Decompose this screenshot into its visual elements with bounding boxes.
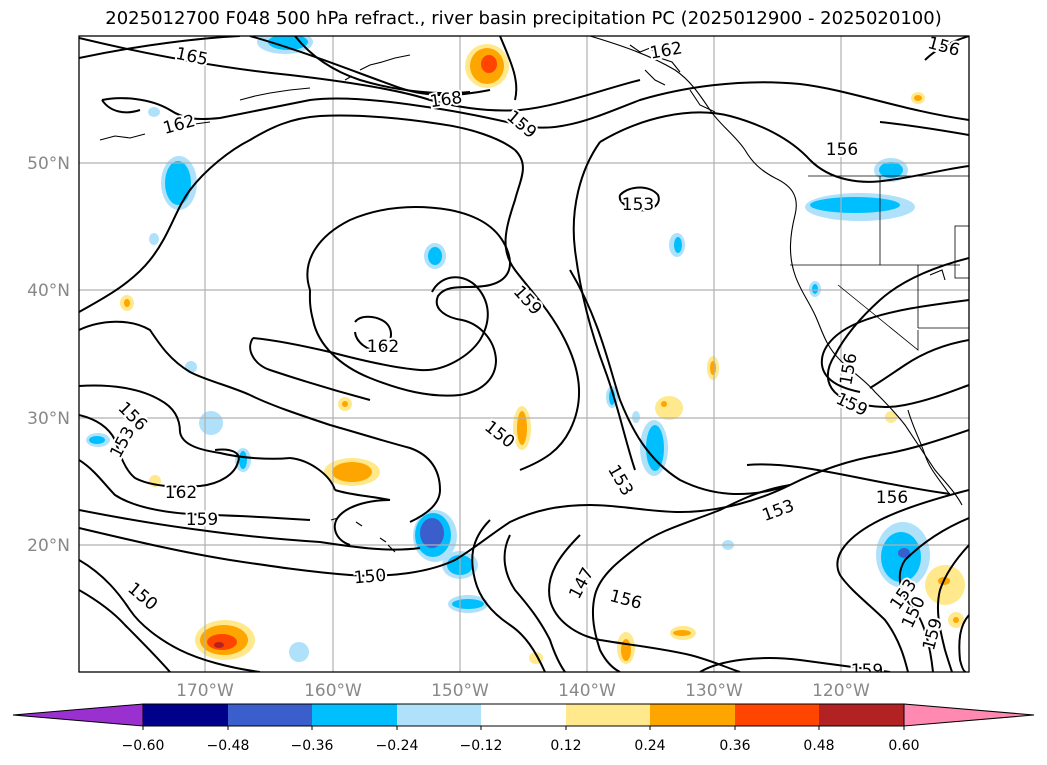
- positive-anomaly-patch: [207, 634, 237, 650]
- colorbar-tick-label: −0.60: [122, 738, 165, 754]
- colorbar-tick-label: 0.60: [888, 738, 919, 754]
- colorbar-extend-max: [903, 703, 1035, 727]
- positive-anomaly-patch: [481, 55, 497, 73]
- negative-anomaly-patch: [199, 411, 223, 435]
- colorbar-tick-label: −0.48: [207, 738, 250, 754]
- lat-label: 50°N: [27, 154, 70, 174]
- negative-anomaly-patch: [810, 197, 900, 213]
- negative-anomaly-patch: [289, 642, 309, 662]
- positive-anomaly-patch: [661, 401, 667, 407]
- negative-anomaly-patch: [646, 425, 664, 471]
- lon-label: 150°W: [431, 681, 489, 701]
- positive-anomaly-patch: [621, 639, 631, 661]
- colorbar-segment: [143, 704, 228, 726]
- negative-anomaly-patch: [149, 233, 159, 245]
- latitude-labels: 50°N 40°N 30°N 20°N: [27, 154, 70, 556]
- map-border: [78, 35, 970, 673]
- positive-anomaly-patch: [885, 411, 897, 423]
- negative-anomaly-patch: [185, 361, 197, 373]
- coastline-layer: [99, 36, 963, 553]
- negative-anomaly-patch: [148, 107, 160, 117]
- shaded-anomaly-layer: [86, 36, 965, 664]
- negative-anomaly-patch: [89, 436, 105, 444]
- colorbar-segment: [735, 704, 819, 726]
- contour-label: 156: [876, 488, 908, 508]
- positive-anomaly-patch: [953, 617, 959, 623]
- colorbar-segment: [397, 704, 481, 726]
- colorbar-tick-label: 0.12: [550, 738, 581, 754]
- positive-anomaly-patch: [124, 299, 130, 307]
- contour-label: 159: [186, 510, 218, 530]
- positive-anomaly-patch: [710, 361, 716, 375]
- colorbar-tick-label: 0.48: [803, 738, 834, 754]
- longitude-labels: 170°W 160°W 150°W 140°W 130°W 120°W: [176, 681, 870, 701]
- negative-anomaly-patch: [898, 548, 910, 558]
- lon-label: 120°W: [812, 681, 870, 701]
- negative-anomaly-patch: [812, 284, 818, 294]
- positive-anomaly-patch: [655, 396, 683, 420]
- negative-anomaly-patch: [879, 162, 903, 178]
- colorbar-tick-label: 0.36: [719, 738, 750, 754]
- negative-anomaly-patch: [428, 247, 442, 265]
- contour-label: 159: [851, 661, 883, 681]
- colorbar-segment: [228, 704, 312, 726]
- positive-anomaly-patch: [914, 95, 922, 101]
- colorbar-tick-label: −0.24: [376, 738, 419, 754]
- lon-label: 130°W: [685, 681, 743, 701]
- negative-anomaly-patch: [674, 237, 682, 253]
- colorbar-segment: [819, 704, 904, 726]
- colorbar-segment: [312, 704, 397, 726]
- colorbar-extend-min: [12, 703, 144, 727]
- lon-label: 140°W: [558, 681, 616, 701]
- positive-anomaly-patch: [214, 642, 224, 648]
- graticule: [79, 36, 969, 672]
- colorbar-segment: [650, 704, 735, 726]
- lat-label: 40°N: [27, 281, 70, 301]
- colorbar-segment: [566, 704, 650, 726]
- positive-anomaly-patch: [342, 401, 348, 407]
- negative-anomaly-patch: [420, 518, 444, 548]
- map-panel: [79, 36, 969, 672]
- positive-anomaly-patch: [673, 630, 691, 636]
- contour-label: 162: [367, 337, 399, 357]
- chart-title: 2025012700 F048 500 hPa refract., river …: [105, 8, 942, 29]
- negative-anomaly-patch: [165, 161, 191, 205]
- negative-anomaly-patch: [632, 411, 640, 423]
- colorbar-tick-label: −0.12: [460, 738, 503, 754]
- lat-label: 30°N: [27, 409, 70, 429]
- contour-label: 162: [165, 483, 197, 503]
- positive-anomaly-patch: [332, 462, 372, 482]
- colorbar: −0.60 −0.48 −0.36 −0.24 −0.12 0.12 0.24 …: [12, 703, 1035, 754]
- colorbar-tick-label: 0.24: [634, 738, 665, 754]
- colorbar-tick-label: −0.36: [291, 738, 334, 754]
- negative-anomaly-patch: [239, 451, 247, 469]
- lat-label: 20°N: [27, 536, 70, 556]
- lon-label: 160°W: [304, 681, 362, 701]
- contour-layer: [79, 36, 969, 672]
- colorbar-frame: [142, 703, 905, 727]
- contour-label: 156: [826, 140, 858, 160]
- lon-label: 170°W: [176, 681, 234, 701]
- contour-label: 150: [353, 566, 387, 589]
- colorbar-segment: [481, 704, 566, 726]
- positive-anomaly-patch: [925, 565, 965, 605]
- contour-label: 153: [622, 195, 654, 215]
- negative-anomaly-patch: [452, 599, 484, 609]
- positive-anomaly-patch: [517, 411, 527, 445]
